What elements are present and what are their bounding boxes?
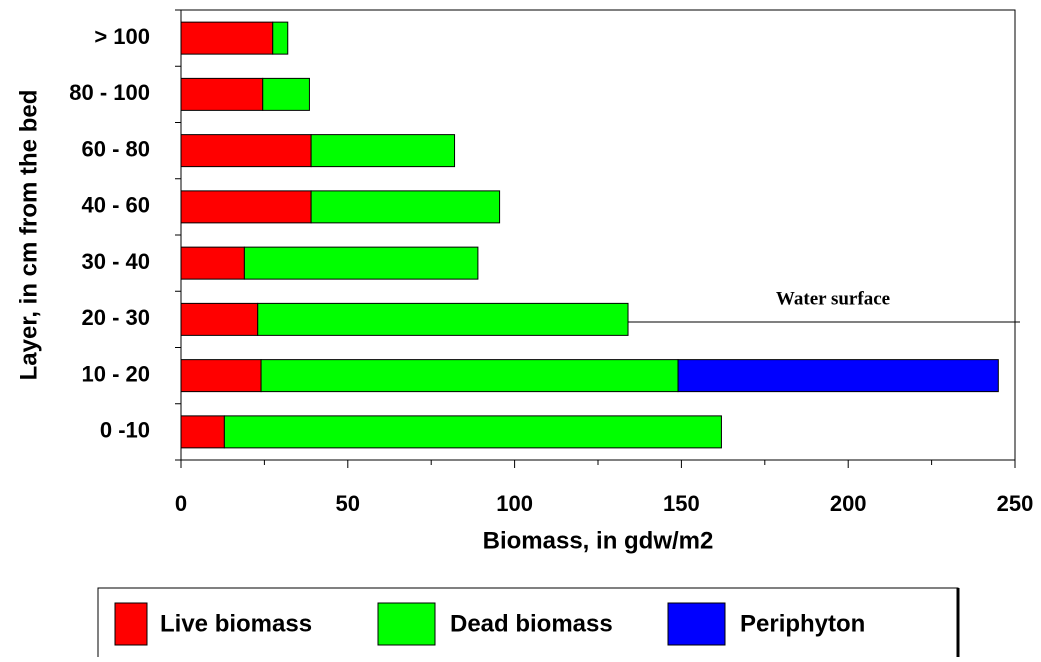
y-tick-label: 20 - 30 bbox=[82, 305, 151, 330]
bar-segment bbox=[180, 302, 259, 336]
bar-segment bbox=[262, 77, 310, 111]
bar-segment bbox=[180, 359, 262, 393]
bar-segment bbox=[272, 21, 289, 55]
y-tick-label: > 100 bbox=[94, 24, 150, 49]
bar-segment bbox=[180, 21, 274, 55]
legend-swatch bbox=[114, 602, 148, 646]
y-tick-label: 0 -10 bbox=[100, 418, 150, 443]
bar-segment bbox=[180, 190, 312, 224]
bar-segment bbox=[223, 415, 722, 449]
plot-frame bbox=[180, 9, 1016, 461]
x-tick-label: 200 bbox=[830, 491, 867, 516]
x-tick-label: 150 bbox=[663, 491, 700, 516]
legend-label: Live biomass bbox=[160, 610, 312, 637]
y-tick-label: 40 - 60 bbox=[82, 193, 151, 218]
bar-segment bbox=[260, 359, 679, 393]
x-tick-label: 0 bbox=[175, 491, 187, 516]
bar-segment bbox=[180, 246, 245, 280]
bar-segment bbox=[677, 359, 999, 393]
annotation: Water surface bbox=[776, 288, 890, 309]
y-tick-label: 80 - 100 bbox=[69, 80, 150, 105]
bar-segment bbox=[257, 302, 629, 336]
bar-segment bbox=[310, 190, 501, 224]
bar-segment bbox=[243, 246, 479, 280]
y-tick-label: 60 - 80 bbox=[82, 136, 151, 161]
legend-label: Periphyton bbox=[740, 610, 865, 637]
legend: Live biomass Dead biomass Periphyton bbox=[97, 587, 960, 662]
y-axis-label: Layer, in cm from the bed bbox=[15, 90, 42, 381]
x-tick-label: 250 bbox=[997, 491, 1034, 516]
bar-segment bbox=[180, 77, 264, 111]
bar-segment bbox=[180, 134, 312, 168]
x-tick-label: 100 bbox=[496, 491, 533, 516]
y-tick-label: 10 - 20 bbox=[82, 361, 151, 386]
bar-segment bbox=[180, 415, 225, 449]
legend-swatch bbox=[377, 602, 436, 646]
bar-segment bbox=[310, 134, 456, 168]
legend-label: Dead biomass bbox=[450, 610, 613, 637]
y-tick-label: 30 - 40 bbox=[82, 249, 151, 274]
legend-swatch bbox=[667, 602, 726, 646]
x-axis-label: Biomass, in gdw/m2 bbox=[483, 527, 714, 554]
x-tick-label: 50 bbox=[336, 491, 360, 516]
